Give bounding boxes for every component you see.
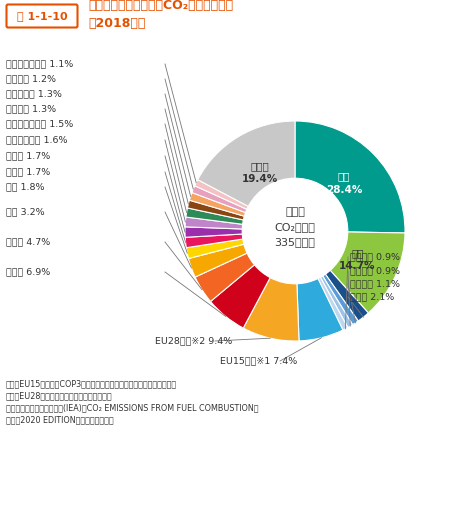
Text: 注１：EU15か国は、COP3（京都会議）開催時点での加盟国数である。: 注１：EU15か国は、COP3（京都会議）開催時点での加盟国数である。: [6, 380, 177, 388]
Wedge shape: [185, 227, 242, 237]
Text: 南アフリカ 1.3%: 南アフリカ 1.3%: [6, 90, 62, 99]
Wedge shape: [319, 276, 352, 327]
Wedge shape: [186, 208, 243, 224]
Text: イラン 1.7%: イラン 1.7%: [6, 167, 50, 177]
Wedge shape: [294, 121, 404, 233]
Wedge shape: [243, 277, 298, 341]
Text: メキシコ 1.3%: メキシコ 1.3%: [6, 104, 56, 114]
Text: インド 6.9%: インド 6.9%: [6, 268, 50, 276]
Wedge shape: [192, 186, 246, 213]
Text: 日本 3.2%: 日本 3.2%: [6, 208, 44, 216]
Text: インドネシア 1.6%: インドネシア 1.6%: [6, 135, 67, 145]
Wedge shape: [195, 253, 254, 301]
Wedge shape: [185, 234, 242, 248]
Wedge shape: [325, 270, 368, 321]
Text: イタリア 0.9%: イタリア 0.9%: [349, 267, 399, 275]
Wedge shape: [194, 180, 248, 209]
Text: カナダ 1.7%: カナダ 1.7%: [6, 152, 50, 160]
Wedge shape: [187, 200, 244, 220]
Text: EU28か国※2 9.4%: EU28か国※2 9.4%: [155, 336, 232, 346]
Wedge shape: [197, 121, 294, 206]
Text: 図 1-1-10: 図 1-1-10: [17, 11, 67, 21]
Text: 世界の
CO₂排出量
335億トン: 世界の CO₂排出量 335億トン: [274, 207, 315, 247]
FancyBboxPatch shape: [6, 5, 77, 27]
Text: フランス 0.9%: フランス 0.9%: [349, 252, 399, 262]
Text: オーストラリア 1.1%: オーストラリア 1.1%: [6, 60, 73, 69]
Wedge shape: [185, 217, 242, 229]
Wedge shape: [296, 278, 342, 341]
Text: ２：EU28か国には、イギリスが含まれる。: ２：EU28か国には、イギリスが含まれる。: [6, 391, 113, 401]
Text: ブラジル 1.2%: ブラジル 1.2%: [6, 74, 56, 83]
Wedge shape: [186, 239, 244, 259]
Wedge shape: [189, 192, 245, 216]
Text: 世界のエネルギー起源CO₂の国別排出量
（2018年）: 世界のエネルギー起源CO₂の国別排出量 （2018年）: [88, 0, 232, 30]
Text: その他
19.4%: その他 19.4%: [241, 161, 277, 184]
Text: 米国
14.7%: 米国 14.7%: [338, 248, 375, 271]
Wedge shape: [210, 265, 269, 328]
Text: EU15か国※1 7.4%: EU15か国※1 7.4%: [219, 356, 297, 365]
Text: ロシア 4.7%: ロシア 4.7%: [6, 238, 50, 246]
Wedge shape: [188, 244, 246, 277]
Wedge shape: [317, 277, 347, 330]
Text: ドイツ 2.1%: ドイツ 2.1%: [349, 293, 394, 301]
Text: 韓国 1.8%: 韓国 1.8%: [6, 183, 44, 191]
Text: 中国
28.4%: 中国 28.4%: [325, 172, 361, 194]
Text: イギリス 1.1%: イギリス 1.1%: [349, 279, 399, 289]
Wedge shape: [322, 274, 357, 325]
Wedge shape: [330, 232, 404, 313]
Text: 資料：国際エネルギー機関(IEA)「CO₂ EMISSIONS FROM FUEL COMBUSTION」: 資料：国際エネルギー機関(IEA)「CO₂ EMISSIONS FROM FUE…: [6, 404, 258, 412]
Text: サウジアラビア 1.5%: サウジアラビア 1.5%: [6, 120, 73, 128]
Text: 2020 EDITIONを基に環境省作成: 2020 EDITIONを基に環境省作成: [6, 415, 113, 425]
